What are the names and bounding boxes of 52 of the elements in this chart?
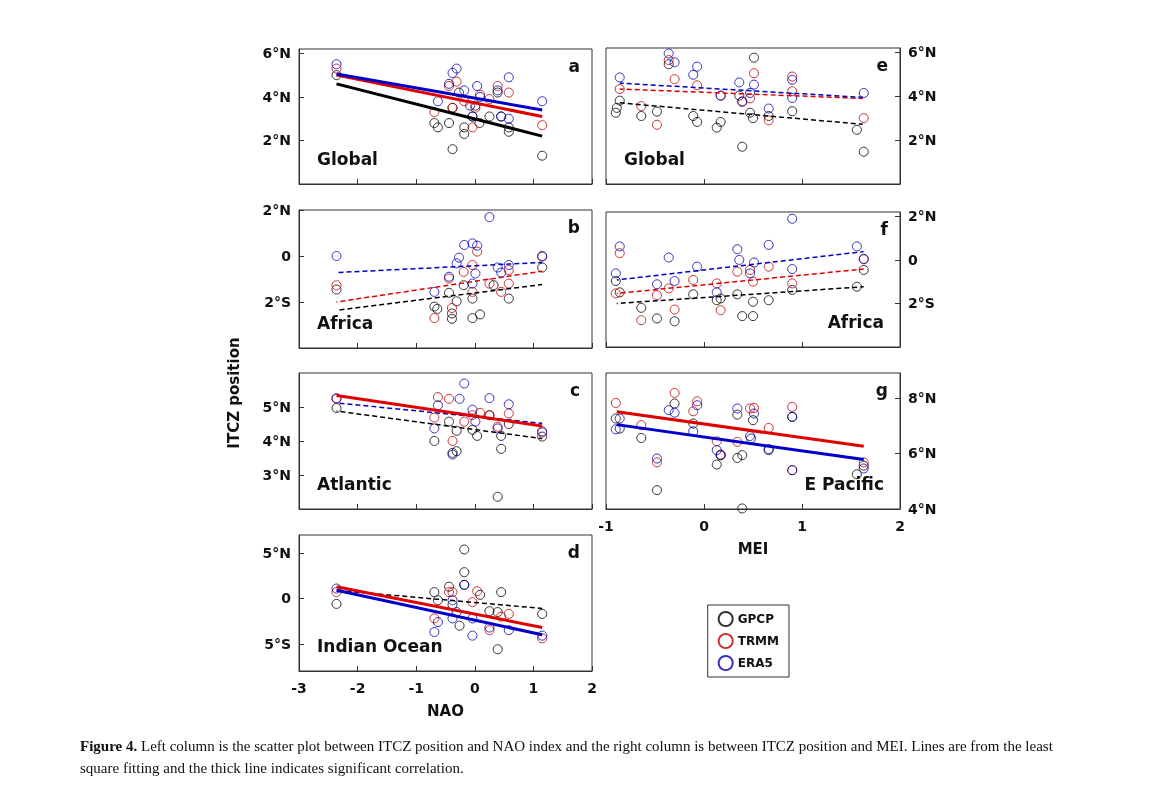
x-axis-title: NAO bbox=[427, 701, 464, 720]
annotation: c bbox=[569, 379, 580, 400]
x-axis-title: MEI bbox=[737, 539, 769, 558]
annotation: Africa bbox=[317, 312, 374, 333]
annotation: a bbox=[568, 55, 581, 76]
y2-tick-label: 8°N bbox=[908, 389, 937, 406]
y-tick-label: 0 bbox=[281, 590, 292, 607]
y-tick-label: 0 bbox=[281, 248, 292, 264]
x-tick-label: -1 bbox=[408, 680, 424, 696]
y-tick-label: 3°N bbox=[262, 467, 291, 483]
y2-tick-label: 0 bbox=[908, 251, 918, 268]
y2-tick-label: 2°N bbox=[908, 208, 937, 225]
y-tick-label: 2°S bbox=[264, 294, 291, 310]
annotation: b bbox=[567, 216, 580, 237]
legend-label: TRMM bbox=[737, 634, 779, 648]
y-tick-label: 5°S bbox=[264, 635, 291, 652]
x-tick-label: 2 bbox=[895, 518, 905, 534]
x-tick-label: 0 bbox=[469, 680, 480, 696]
y-tick-label: 4°N bbox=[262, 433, 291, 449]
y2-tick-label: 2°N bbox=[908, 132, 937, 149]
annotation: g bbox=[875, 379, 888, 400]
legend-label: GPCP bbox=[737, 612, 775, 626]
y2-tick-label: 2°S bbox=[908, 295, 935, 312]
x-tick-label: 1 bbox=[797, 518, 807, 534]
annotation: E Pacific bbox=[804, 473, 885, 494]
x-tick-label: -3 bbox=[291, 680, 307, 696]
x-tick-label: -1 bbox=[598, 518, 614, 534]
y2-tick-label: 4°N bbox=[908, 501, 937, 517]
y-tick-label: 2°N bbox=[262, 132, 291, 149]
caption: Figure 4. Left column is the scatter plot between ITCZ position and NAO index and the right column is between ITCZ position and MEI. Lines are from the least square fitting and the thick line indicates significant correlation. bbox=[80, 737, 1054, 778]
y2-tick-label: 4°N bbox=[908, 88, 937, 105]
annotation: Global bbox=[624, 148, 685, 169]
y-tick-label: 5°N bbox=[262, 399, 291, 415]
y2-tick-label: 6°N bbox=[908, 44, 937, 61]
annotation: Africa bbox=[827, 311, 884, 332]
annotation: d bbox=[567, 541, 580, 562]
y-tick-label: 6°N bbox=[262, 45, 291, 62]
annotation: Global bbox=[317, 148, 378, 169]
x-tick-label: 2 bbox=[587, 680, 597, 696]
y-axis-title: ITCZ position bbox=[225, 337, 243, 449]
annotation: Atlantic bbox=[317, 473, 392, 494]
y-tick-label: 2°N bbox=[262, 202, 291, 218]
annotation: f bbox=[880, 218, 889, 239]
x-tick-label: -2 bbox=[349, 680, 366, 696]
y-tick-label: 4°N bbox=[262, 88, 291, 105]
y-tick-label: 5°N bbox=[262, 545, 291, 562]
y2-tick-label: 6°N bbox=[908, 445, 937, 462]
legend-label: ERA5 bbox=[737, 656, 773, 670]
annotation: e bbox=[876, 54, 888, 75]
x-tick-label: 0 bbox=[699, 518, 710, 534]
x-tick-label: 1 bbox=[528, 680, 539, 696]
annotation: Indian Ocean bbox=[317, 635, 443, 656]
